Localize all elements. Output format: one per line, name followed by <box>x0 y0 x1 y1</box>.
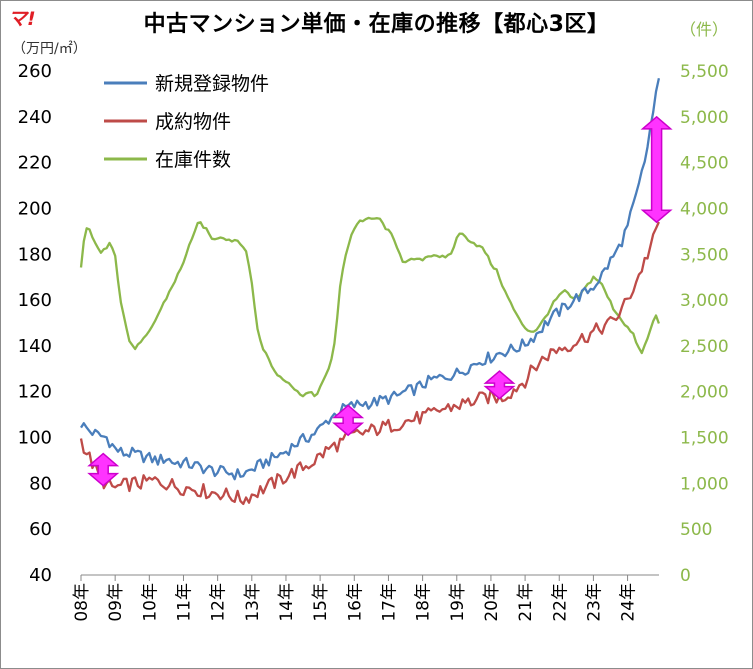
left-tick-label: 240 <box>18 107 52 128</box>
chart-title: 中古マンション単価・在庫の推移【都心3区】 <box>143 12 610 37</box>
x-tick-label: 11年 <box>174 583 194 622</box>
x-tick-label: 16年 <box>345 583 365 622</box>
right-tick-label: 1,500 <box>680 429 729 449</box>
series-line-1 <box>79 221 660 506</box>
x-tick-label: 20年 <box>482 583 502 622</box>
left-tick-label: 200 <box>18 198 52 219</box>
left-tick-label: 100 <box>18 428 52 449</box>
x-tick-label: 09年 <box>106 583 126 622</box>
x-tick-label: 17年 <box>379 583 399 622</box>
right-tick-label: 2,000 <box>680 383 729 403</box>
x-tick-label: 22年 <box>550 583 570 622</box>
right-tick-label: 3,500 <box>680 245 729 265</box>
left-tick-label: 40 <box>29 565 52 586</box>
right-tick-label: 5,000 <box>680 108 729 128</box>
right-tick-label: 5,500 <box>680 62 729 82</box>
series-line-0 <box>80 77 661 481</box>
left-tick-label: 160 <box>18 290 52 311</box>
left-tick-label: 120 <box>18 382 52 403</box>
legend-label: 新規登録物件 <box>155 73 269 95</box>
right-tick-label: 500 <box>680 520 712 540</box>
series-line-2 <box>79 216 660 398</box>
x-tick-label: 21年 <box>516 583 536 622</box>
legend-label: 成約物件 <box>155 111 231 133</box>
left-tick-label: 260 <box>18 61 52 82</box>
brand-logo: マ! <box>8 8 36 30</box>
left-tick-label: 220 <box>18 153 52 174</box>
left-tick-label: 140 <box>18 336 52 357</box>
x-tick-label: 15年 <box>311 583 331 622</box>
x-tick-label: 19年 <box>448 583 468 622</box>
x-tick-label: 23年 <box>584 583 604 622</box>
gap-arrow-2 <box>332 404 365 437</box>
x-tick-label: 08年 <box>72 583 92 622</box>
left-tick-label: 180 <box>18 244 52 265</box>
left-tick-label: 60 <box>29 519 52 540</box>
left-tick-label: 80 <box>29 473 52 494</box>
x-tick-label: 13年 <box>243 583 263 622</box>
gap-arrow-3 <box>483 370 516 400</box>
right-axis-unit: （件） <box>680 20 729 39</box>
right-tick-label: 4,500 <box>680 154 729 174</box>
x-tick-label: 14年 <box>277 583 297 622</box>
x-tick-label: 12年 <box>209 583 229 622</box>
right-tick-label: 4,000 <box>680 199 729 219</box>
legend-label: 在庫件数 <box>155 149 231 171</box>
x-tick-label: 24年 <box>619 583 639 622</box>
gap-arrow-4 <box>640 115 673 224</box>
left-axis-unit: （万円/㎡） <box>12 41 87 57</box>
x-tick-label: 10年 <box>140 583 160 622</box>
right-tick-label: 0 <box>680 566 691 586</box>
right-tick-label: 2,500 <box>680 337 729 357</box>
right-tick-label: 1,000 <box>680 474 729 494</box>
gap-arrow-1 <box>87 452 120 487</box>
right-tick-label: 3,000 <box>680 291 729 311</box>
x-tick-label: 18年 <box>414 583 434 622</box>
